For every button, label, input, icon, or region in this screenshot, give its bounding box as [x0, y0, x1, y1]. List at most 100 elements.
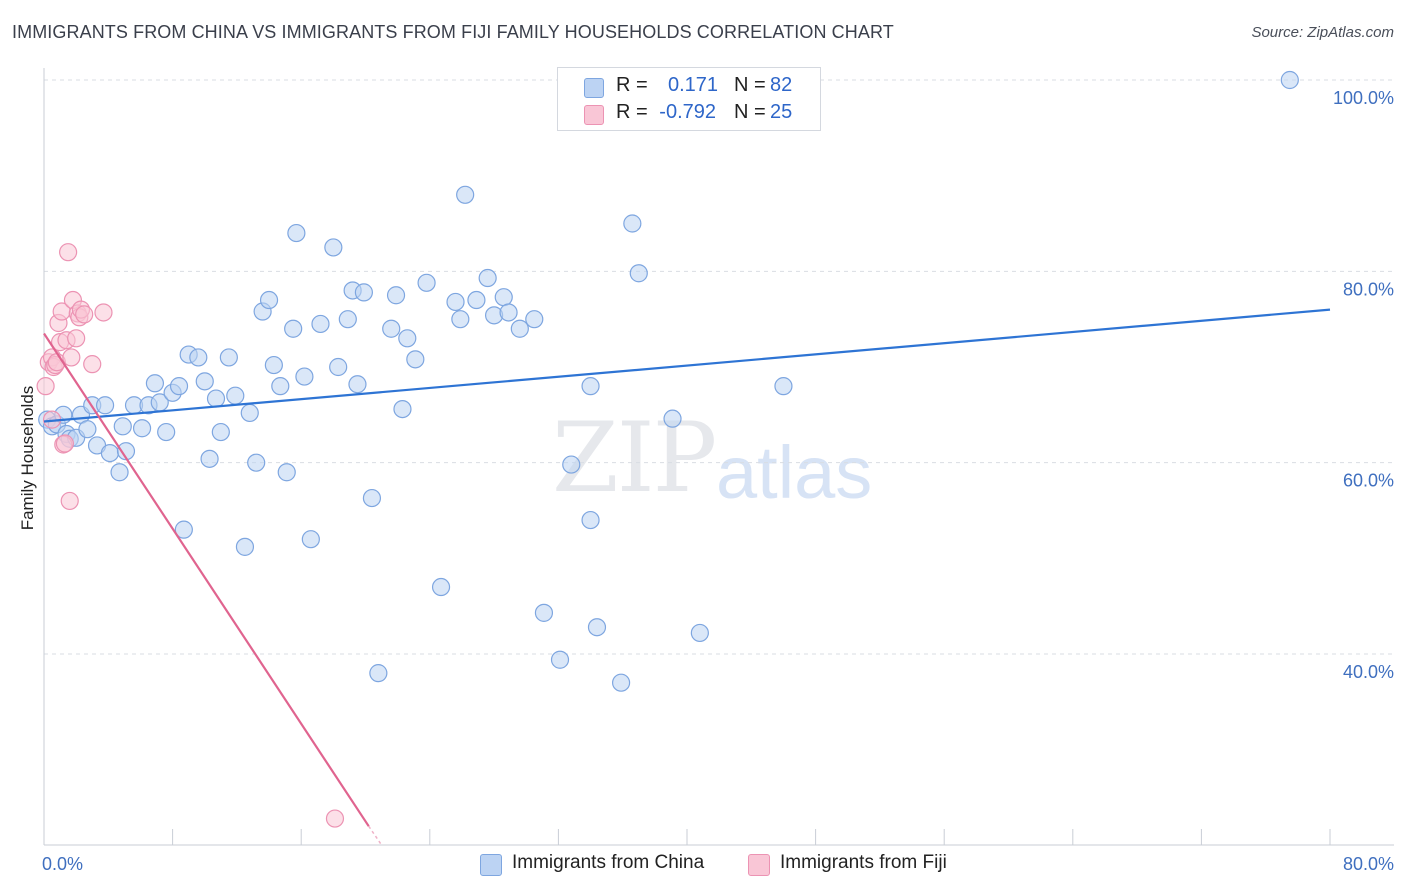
china-point — [235, 537, 255, 556]
china-point — [446, 292, 465, 312]
china-point — [226, 386, 245, 405]
axes — [43, 68, 1394, 846]
fiji-n-value: 25 — [770, 101, 793, 123]
china-point — [478, 268, 497, 288]
y-tick-label: 80.0% — [1343, 279, 1394, 299]
y-tick-label: 40.0% — [1343, 662, 1394, 682]
fiji-swatch — [584, 105, 604, 125]
china-point — [259, 290, 279, 310]
china-point — [132, 419, 152, 438]
china-point — [431, 577, 451, 597]
fiji-trend-line — [43, 332, 370, 827]
china-r-label: R = — [616, 74, 648, 96]
china-point — [324, 238, 343, 257]
china-point — [581, 377, 600, 396]
china-point — [157, 422, 176, 442]
china-legend-swatch — [480, 854, 502, 876]
china-point — [611, 673, 631, 692]
china-point — [774, 377, 793, 396]
china-point — [587, 618, 607, 637]
fiji-point — [55, 434, 74, 453]
china-point — [189, 348, 208, 367]
china-point — [499, 303, 518, 322]
fiji-point — [83, 355, 102, 374]
china-swatch — [584, 78, 604, 98]
china-legend-label: Immigrants from China — [512, 852, 705, 873]
china-point — [581, 510, 600, 530]
watermark-atlas: atlas — [716, 431, 873, 514]
china-point — [494, 288, 513, 307]
china-point — [145, 374, 165, 393]
fiji-point — [62, 348, 81, 367]
china-point — [623, 214, 642, 233]
china-point — [169, 377, 189, 396]
fiji-point — [67, 329, 86, 348]
fiji-point — [59, 243, 78, 262]
fiji-point — [36, 377, 55, 396]
fiji-point — [325, 809, 345, 828]
china-point — [338, 310, 357, 329]
china-point — [663, 409, 682, 428]
china-point — [467, 290, 486, 310]
china-point — [295, 367, 314, 386]
china-point — [369, 664, 388, 683]
y-tick-label: 100.0% — [1333, 88, 1394, 108]
y-tick-label: 60.0% — [1343, 471, 1394, 491]
china-point — [240, 403, 259, 423]
legend-row-fiji: R = -0.792 N = 25 — [558, 101, 820, 129]
fiji-n-label: N = — [734, 101, 766, 123]
china-point — [550, 650, 570, 669]
fiji-point — [60, 491, 79, 511]
fiji-point — [75, 305, 94, 324]
fiji-r-label: R = — [616, 101, 648, 123]
china-point — [200, 449, 219, 468]
legend-row-china: R = 0.171 N = 82 — [558, 74, 820, 102]
china-point — [78, 420, 97, 439]
china-point — [362, 488, 382, 508]
china-point — [382, 319, 401, 338]
y-axis-title: Family Households — [18, 386, 37, 531]
correlation-legend: R = 0.171 N = 82 R = -0.792 N = 25 — [557, 67, 821, 131]
fiji-trend-extension — [368, 825, 383, 846]
china-point — [219, 348, 238, 367]
china-point — [174, 520, 193, 539]
china-point — [451, 310, 470, 329]
china-n-value: 82 — [770, 74, 793, 96]
china-point — [398, 329, 417, 348]
source-label: Source: ZipAtlas.com — [1251, 24, 1394, 41]
fiji-legend-swatch — [748, 854, 770, 876]
china-r-value: 0.171 — [668, 74, 719, 96]
china-point — [271, 377, 290, 396]
china-point — [284, 319, 303, 338]
x-tick-label-right: 80.0% — [1343, 854, 1394, 874]
china-point — [195, 372, 214, 391]
china-point — [95, 396, 115, 415]
china-point — [629, 264, 648, 283]
china-point — [287, 223, 306, 243]
china-point — [113, 417, 132, 436]
china-point — [277, 463, 296, 482]
china-points — [38, 70, 1299, 692]
china-n-label: N = — [734, 74, 766, 96]
china-point — [406, 350, 425, 369]
trend-lines — [43, 308, 1331, 846]
fiji-point — [94, 303, 113, 322]
china-point — [1280, 70, 1299, 90]
china-point — [456, 185, 475, 204]
china-point — [690, 623, 709, 643]
watermark-zip: ZIP — [552, 402, 717, 514]
china-point — [354, 283, 373, 302]
china-point — [329, 357, 348, 377]
legend-item-fiji[interactable]: Immigrants from Fiji — [748, 852, 978, 878]
china-point — [247, 453, 266, 472]
china-point — [211, 422, 230, 442]
china-point — [264, 355, 283, 375]
china-point — [562, 455, 581, 474]
gridlines — [44, 79, 1394, 655]
legend-item-china[interactable]: Immigrants from China — [480, 852, 730, 878]
china-point — [110, 463, 129, 482]
china-trend-line — [43, 308, 1331, 423]
china-point — [534, 603, 554, 622]
x-tick-label-left: 0.0% — [42, 854, 83, 874]
china-point — [348, 375, 367, 394]
